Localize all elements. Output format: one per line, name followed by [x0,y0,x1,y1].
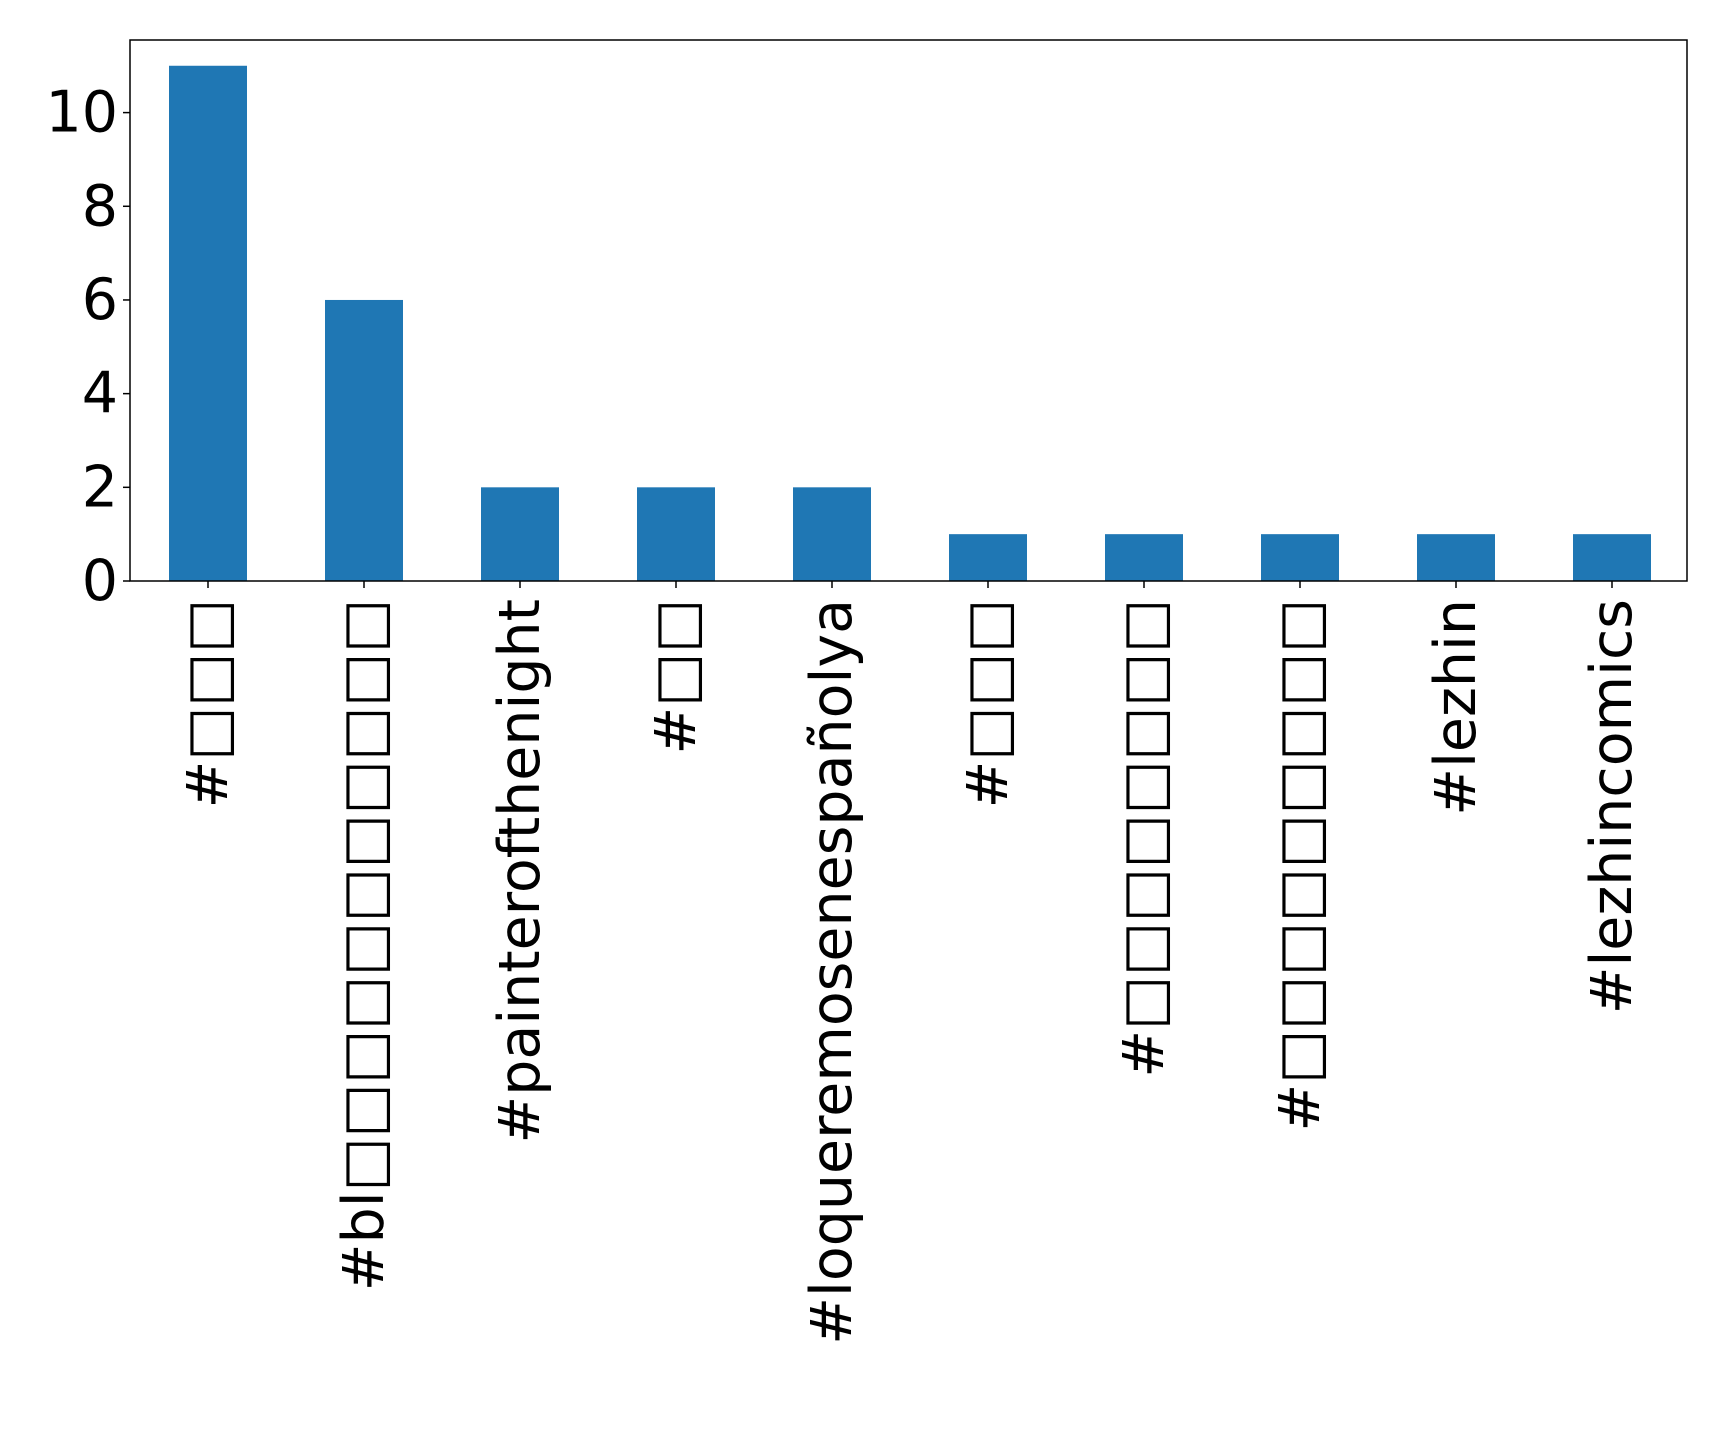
bar [1573,534,1651,581]
x-category-label: #□□□ [175,599,241,808]
y-axis: 0 2 4 6 8 10 [45,80,130,614]
y-tick-label: 4 [82,361,118,427]
y-tick-label: 10 [45,80,118,146]
bar [325,299,403,581]
plot-frame [129,39,1688,582]
bars-group [169,65,1651,581]
x-category-label: #□□ [643,599,709,754]
bar [793,487,871,581]
bar [1105,534,1183,581]
x-category-label: #bl□□□□□□□□□□□ [331,599,397,1291]
y-tick-label: 2 [82,454,118,520]
x-category-label: #□□□□□□□□ [1111,599,1177,1078]
x-category-label: #□□□□□□□□□ [1267,599,1333,1131]
bar [481,487,559,581]
bar [1417,534,1495,581]
bar [949,534,1027,581]
x-axis: #□□□ #bl□□□□□□□□□□□ #painterofthenight #□□ #… [175,581,1645,1345]
x-category-label: #lezhin [1423,599,1489,816]
x-category-label: #lezhincomics [1579,599,1645,1014]
x-category-label: #□□□ [955,599,1021,808]
x-category-label: #painterofthenight [487,599,553,1144]
bar [637,487,715,581]
y-tick-label: 8 [82,173,118,239]
bar [1261,534,1339,581]
y-tick-label: 0 [82,548,118,614]
bar [169,65,247,581]
x-category-label: #loqueremosenespañolya [799,599,865,1345]
y-tick-label: 6 [82,267,118,333]
